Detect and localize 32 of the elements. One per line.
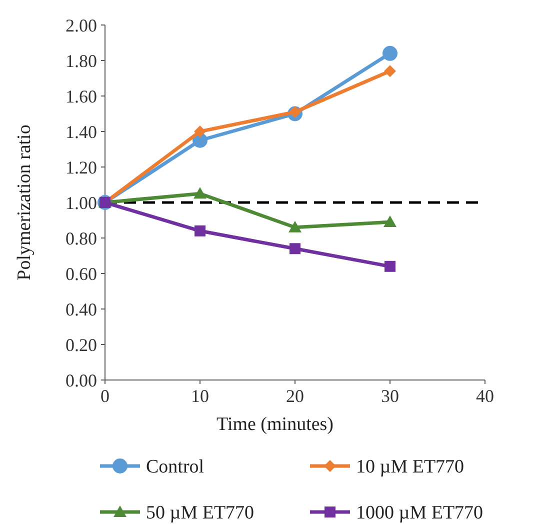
x-tick-label: 10	[191, 386, 209, 406]
y-tick-label: 1.60	[66, 86, 97, 106]
x-tick-label: 0	[100, 386, 110, 406]
point	[194, 187, 206, 199]
point	[290, 243, 300, 254]
point	[289, 106, 301, 118]
point	[194, 126, 206, 138]
x-tick-label: 30	[381, 386, 399, 406]
point	[288, 220, 302, 232]
y-tick-label: 0.40	[66, 299, 97, 320]
legend-label: 50 µM ET770	[146, 502, 254, 524]
y-tick-label: 1.40	[66, 122, 97, 142]
point	[384, 65, 396, 78]
y-tick-label: 1.20	[66, 157, 97, 178]
y-tick-label: 2.00	[66, 15, 97, 36]
y-tick-label: 0.00	[66, 370, 97, 390]
point	[384, 216, 396, 228]
point	[382, 46, 398, 61]
legend-label: 1000 µM ET770	[356, 502, 484, 524]
x-axis-title: Time (minutes)	[216, 414, 334, 435]
legend-label: 10 µM ET770	[356, 456, 464, 478]
legend-label: Control	[146, 456, 204, 478]
point	[194, 225, 206, 236]
x-tick-label: 20	[286, 386, 304, 406]
y-tick-label: 1.00	[66, 192, 97, 213]
x-tick-label: 40	[476, 386, 494, 406]
y-tick-label: 0.60	[66, 264, 97, 284]
y-tick-label: 1.80	[66, 50, 97, 71]
point	[384, 260, 396, 272]
y-tick-label: 0.20	[66, 334, 97, 355]
y-axis-title: Polymerization ratio	[14, 124, 35, 280]
y-tick-label: 0.80	[66, 228, 97, 248]
